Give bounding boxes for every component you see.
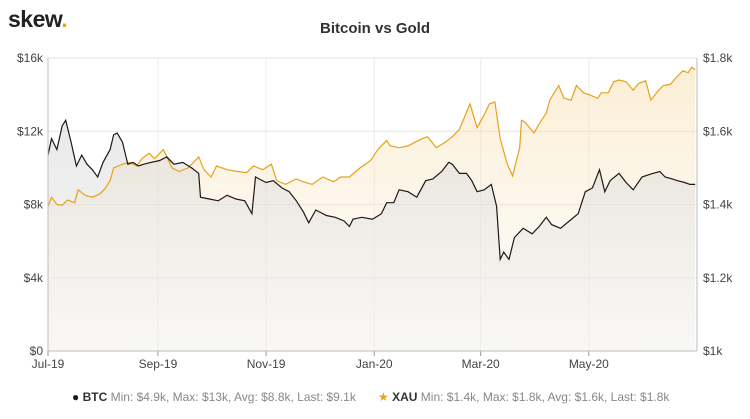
y-right-tick-label: $1.8k (703, 51, 733, 65)
y-left-tick-label: $8k (24, 198, 44, 212)
skew-logo: skew. (8, 6, 68, 33)
legend-xau-name: XAU (392, 390, 418, 404)
logo-dot: . (61, 6, 68, 32)
logo-text: skew (8, 6, 62, 32)
x-tick-label: May-20 (569, 357, 609, 371)
chart-title: Bitcoin vs Gold (319, 20, 430, 37)
x-tick-label: Nov-19 (247, 357, 286, 371)
btc-area (48, 120, 696, 351)
chart-legend: ● BTC Min: $4.9k, Max: $13k, Avg: $8.8k,… (0, 388, 750, 410)
y-right-tick-label: $1.2k (703, 271, 733, 285)
x-tick-label: Jan-20 (356, 357, 393, 371)
y-left-tick-label: $4k (24, 271, 44, 285)
btc-marker-icon: ● (72, 390, 80, 404)
y-right-tick-label: $1.6k (703, 124, 733, 138)
legend-item-btc[interactable]: ● BTC Min: $4.9k, Max: $13k, Avg: $8.8k,… (72, 390, 356, 404)
y-left-tick-label: $16k (17, 51, 44, 65)
y-left-tick-label: $12k (17, 124, 44, 138)
x-tick-label: Sep-19 (139, 357, 178, 371)
legend-xau-stats: Min: $1.4k, Max: $1.8k, Avg: $1.6k, Last… (420, 390, 670, 404)
y-right-tick-label: $1.4k (703, 198, 733, 212)
btc-line (47, 118, 696, 262)
legend-btc-name: BTC (82, 390, 108, 404)
xau-line (47, 66, 696, 207)
xau-marker-icon: ★ (378, 390, 389, 404)
y-right-tick-label: $1k (703, 344, 723, 358)
x-tick-label: Jul-19 (32, 357, 65, 371)
legend-btc-stats: Min: $4.9k, Max: $13k, Avg: $8.8k, Last:… (110, 390, 356, 404)
y-left-tick-label: $0 (30, 344, 44, 358)
x-tick-label: Mar-20 (462, 357, 500, 371)
legend-item-xau[interactable]: ★ XAU Min: $1.4k, Max: $1.8k, Avg: $1.6k… (378, 390, 669, 404)
